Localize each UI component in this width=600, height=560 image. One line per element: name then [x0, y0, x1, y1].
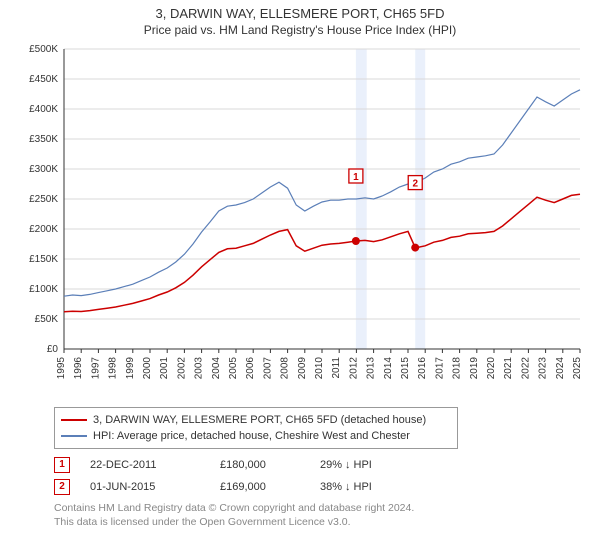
svg-text:1999: 1999: [125, 357, 136, 380]
price-chart: £0 £50K £100K £150K £200K £250K £300K £350K £400…: [10, 41, 590, 401]
svg-text:2002: 2002: [176, 357, 187, 380]
svg-text:2013: 2013: [366, 357, 377, 380]
svg-text:2019: 2019: [469, 357, 480, 380]
svg-text:2023: 2023: [538, 357, 549, 380]
svg-text:1995: 1995: [56, 357, 67, 380]
event-marker: 1: [54, 457, 70, 473]
credit-line: This data is licensed under the Open Gov…: [54, 515, 564, 529]
svg-text:£0: £0: [47, 344, 59, 355]
credit-line: Contains HM Land Registry data © Crown c…: [54, 501, 564, 515]
svg-text:2005: 2005: [228, 357, 239, 380]
legend-swatch: [61, 435, 87, 437]
svg-text:2018: 2018: [452, 357, 463, 380]
svg-text:1997: 1997: [90, 357, 101, 380]
svg-text:2011: 2011: [331, 357, 342, 379]
legend-row: 3, DARWIN WAY, ELLESMERE PORT, CH65 5FD …: [61, 412, 451, 428]
legend-row: HPI: Average price, detached house, Ches…: [61, 428, 451, 444]
event-price: £180,000: [220, 459, 300, 471]
svg-text:2008: 2008: [280, 357, 291, 380]
svg-text:£50K: £50K: [35, 314, 59, 325]
svg-text:2000: 2000: [142, 357, 153, 380]
svg-text:1: 1: [353, 172, 359, 183]
legend-label: HPI: Average price, detached house, Ches…: [93, 428, 410, 444]
svg-text:1998: 1998: [108, 357, 119, 380]
svg-text:2025: 2025: [572, 357, 583, 380]
events-table: 1 22-DEC-2011 £180,000 29%↓HPI 2 01-JUN-2015 £…: [54, 457, 600, 495]
event-delta: 29%↓HPI: [320, 459, 372, 471]
event-delta: 38%↓HPI: [320, 481, 372, 493]
svg-text:£450K: £450K: [29, 74, 58, 85]
event-row: 1 22-DEC-2011 £180,000 29%↓HPI: [54, 457, 600, 473]
chart-svg: £0 £50K £100K £150K £200K £250K £300K £350K £400…: [10, 41, 590, 401]
svg-text:£150K: £150K: [29, 254, 58, 265]
svg-text:2004: 2004: [211, 357, 222, 380]
svg-text:2021: 2021: [503, 357, 514, 380]
svg-text:£100K: £100K: [29, 284, 58, 295]
down-arrow-icon: ↓: [345, 481, 351, 493]
svg-text:£500K: £500K: [29, 44, 58, 55]
svg-text:2009: 2009: [297, 357, 308, 380]
legend-swatch: [61, 419, 87, 421]
svg-text:£200K: £200K: [29, 224, 58, 235]
credit-text: Contains HM Land Registry data © Crown c…: [54, 501, 564, 529]
page-subtitle: Price paid vs. HM Land Registry's House …: [0, 21, 600, 41]
svg-text:2012: 2012: [348, 357, 359, 380]
down-arrow-icon: ↓: [345, 459, 351, 471]
svg-text:2022: 2022: [520, 357, 531, 380]
event-price: £169,000: [220, 481, 300, 493]
svg-text:2020: 2020: [486, 357, 497, 380]
svg-text:2007: 2007: [262, 357, 273, 380]
svg-text:2010: 2010: [314, 357, 325, 380]
svg-text:2015: 2015: [400, 357, 411, 380]
svg-text:2024: 2024: [555, 357, 566, 380]
svg-text:1996: 1996: [73, 357, 84, 380]
svg-text:2: 2: [412, 179, 418, 190]
svg-text:£400K: £400K: [29, 104, 58, 115]
svg-text:2017: 2017: [434, 357, 445, 380]
legend: 3, DARWIN WAY, ELLESMERE PORT, CH65 5FD …: [54, 407, 458, 449]
svg-text:£250K: £250K: [29, 194, 58, 205]
event-date: 01-JUN-2015: [90, 481, 200, 493]
svg-text:2003: 2003: [194, 357, 205, 380]
event-date: 22-DEC-2011: [90, 459, 200, 471]
legend-label: 3, DARWIN WAY, ELLESMERE PORT, CH65 5FD …: [93, 412, 426, 428]
svg-text:£350K: £350K: [29, 134, 58, 145]
svg-text:£300K: £300K: [29, 164, 58, 175]
page-title: 3, DARWIN WAY, ELLESMERE PORT, CH65 5FD: [0, 0, 600, 21]
svg-text:2001: 2001: [159, 357, 170, 380]
svg-text:2006: 2006: [245, 357, 256, 380]
svg-text:2016: 2016: [417, 357, 428, 380]
svg-text:2014: 2014: [383, 357, 394, 380]
event-row: 2 01-JUN-2015 £169,000 38%↓HPI: [54, 479, 600, 495]
event-marker: 2: [54, 479, 70, 495]
